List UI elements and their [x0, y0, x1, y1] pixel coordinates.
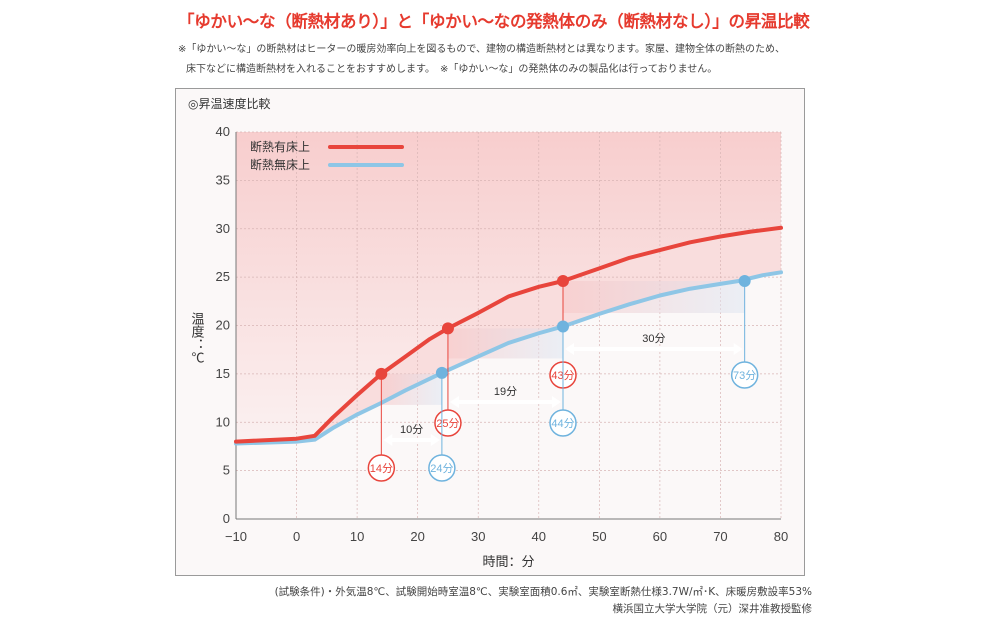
blue-point [557, 320, 569, 333]
y-axis-label: 温度：℃ [190, 312, 205, 364]
red-point [557, 274, 569, 287]
arrow-head-right [430, 434, 440, 446]
red-point [375, 367, 388, 380]
arrow-head-left [449, 396, 459, 408]
x-tick-label: −10 [225, 529, 247, 544]
page-title: 「ゆかい〜な（断熱材あり）」と「ゆかい〜なの発熱体のみ（断熱材なし）」の昇温比較 [178, 12, 810, 31]
x-tick-label: 70 [713, 529, 727, 544]
time-gap-label: 19分 [494, 385, 517, 398]
blue-point [435, 366, 448, 379]
y-tick-label: 40 [216, 124, 230, 139]
y-tick-label: 10 [216, 414, 230, 429]
arrow-head-right [552, 396, 561, 408]
arrow-head-left [383, 434, 393, 446]
series-line-uninsulated [234, 270, 783, 446]
x-axis-label: 時間：分 [482, 554, 534, 569]
y-tick-label: 30 [216, 221, 230, 236]
note-line-2: 床下などに構造断熱材を入れることをおすすめします。 ※「ゆかい〜な」の発熱体のみ… [186, 64, 718, 75]
arrow-head-left [565, 343, 574, 355]
legend-label-insulated: 断熱有床上 [250, 139, 310, 154]
y-tick-label: 35 [216, 172, 230, 187]
x-tick-label: 50 [592, 529, 606, 544]
y-tick-label: 20 [216, 318, 230, 333]
arrow-head-right [733, 343, 743, 355]
x-tick-label: 20 [410, 529, 424, 544]
x-tick-label: 30 [471, 529, 485, 544]
blue-time-badge [730, 361, 759, 389]
test-conditions: (試験条件)・外気温8℃、試験開始時室温8℃、実験室面積0.6㎡、実験室断熱仕様… [274, 586, 812, 598]
y-tick-label: 0 [223, 511, 230, 526]
blue-time-badge [549, 409, 577, 437]
y-tick-label: 15 [216, 366, 230, 381]
blue-time-badge [428, 454, 456, 482]
y-tick-label: 25 [216, 269, 230, 284]
blue-point [738, 274, 751, 287]
x-tick-label: 80 [774, 529, 788, 544]
series-line-insulated [234, 225, 783, 444]
x-tick-label: 60 [653, 529, 667, 544]
red-time-badge [367, 454, 396, 482]
blue-time-label: 24分 [430, 462, 453, 475]
x-tick-label: 0 [293, 529, 300, 544]
blue-time-label: 44分 [551, 417, 574, 430]
supervisor-credit: 横浜国立大学大学院（元）深井准教授監修 [612, 603, 813, 615]
red-time-label: 14分 [370, 462, 393, 475]
x-tick-label: 10 [350, 529, 364, 544]
legend-label-uninsulated: 断熱無床上 [250, 157, 310, 172]
note-line-1: ※「ゆかい〜な」の断熱材はヒーターの暖房効率向上を図るもので、建物の構造断熱材と… [178, 44, 785, 55]
red-point [441, 322, 454, 335]
x-tick-label: 40 [532, 529, 546, 544]
time-gap-label: 10分 [400, 423, 423, 436]
chart-panel-title: ◎昇温速度比較 [188, 97, 271, 111]
red-time-label: 25分 [436, 417, 459, 430]
y-tick-label: 5 [223, 463, 230, 478]
blue-time-label: 73分 [733, 369, 756, 382]
time-gap-label: 30分 [642, 332, 665, 345]
upper-shaded-area [236, 132, 781, 442]
